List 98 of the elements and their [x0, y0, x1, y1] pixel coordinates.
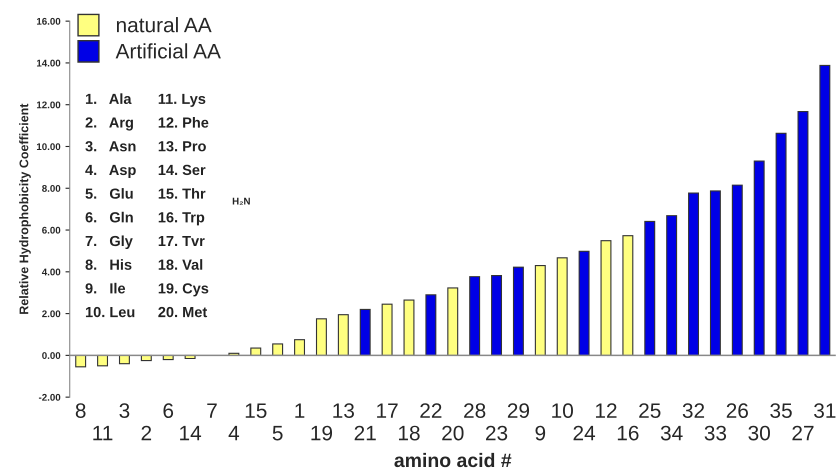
bar	[97, 354, 108, 366]
x-tick-label: 14	[180, 426, 202, 440]
bar	[360, 308, 371, 356]
bar	[666, 215, 678, 356]
y-tick-label: 6.00	[42, 226, 60, 234]
x-tick-label: 7	[207, 403, 217, 418]
x-tick-label: 21	[354, 426, 376, 440]
annotation: 20. Met	[158, 306, 208, 318]
annotation: 10. Leu	[86, 306, 134, 318]
annotation: H₂N	[232, 198, 250, 205]
y-tick-label: 4.00	[42, 268, 60, 276]
x-tick-label: 30	[748, 426, 770, 440]
x-axis-title: amino acid #	[394, 452, 512, 468]
legend-label: Artificial AA	[116, 43, 221, 59]
x-tick-label: 13	[333, 403, 354, 418]
bar	[447, 287, 458, 356]
x-tick-label: 27	[792, 426, 814, 440]
x-tick-label: 31	[814, 403, 836, 418]
y-axis-title: Relative Hydrophobicity Coefficient	[19, 104, 31, 314]
bar	[644, 220, 656, 356]
y-tick-label: 16.00	[36, 18, 60, 25]
annotation: 13. Pro	[158, 141, 206, 152]
x-tick-label: 19	[311, 426, 332, 440]
annotation: 9. Ile	[86, 282, 126, 294]
bar	[600, 240, 612, 356]
bar	[578, 250, 590, 356]
bar	[382, 304, 393, 356]
annotation: 1. Ala	[86, 93, 132, 104]
bar	[622, 235, 634, 356]
annotation: 12. Phe	[158, 117, 208, 128]
bar	[425, 294, 436, 356]
bar	[556, 257, 568, 356]
x-tick-label: 33	[704, 426, 726, 440]
x-tick-label: 16	[618, 426, 639, 440]
annotation: 7. Gly	[86, 235, 133, 250]
annotation: 3. Asn	[85, 141, 136, 152]
x-tick-label: 12	[596, 403, 617, 418]
annotation: 6. Gln	[86, 212, 133, 222]
bar	[469, 276, 480, 356]
bar	[776, 132, 787, 356]
y-tick-label: 12.00	[36, 101, 60, 108]
bar	[294, 339, 306, 356]
annotation: 19. Cys	[158, 283, 208, 296]
bar	[75, 354, 86, 368]
x-tick-label: 11	[93, 426, 112, 440]
x-tick-label: 9	[535, 426, 546, 440]
x-tick-label: 8	[76, 403, 86, 418]
x-tick-label: 1	[295, 403, 304, 418]
y-tick-label: 8.00	[42, 184, 60, 192]
bar	[491, 275, 502, 356]
x-tick-label: 15	[246, 403, 266, 418]
x-tick-label: 4	[228, 426, 240, 440]
x-tick-label: 17	[377, 403, 398, 418]
bar	[118, 354, 130, 364]
annotation: 15. Thr	[158, 188, 206, 199]
x-tick-label: 22	[420, 403, 442, 418]
legend-label: natural AA	[116, 17, 212, 32]
y-tick-label: 14.00	[36, 60, 60, 67]
x-tick-label: 28	[464, 403, 486, 418]
x-tick-label: 34	[660, 426, 683, 440]
x-tick-label: 18	[398, 426, 420, 440]
x-tick-label: 2	[142, 426, 152, 440]
x-tick-label: 23	[486, 426, 508, 440]
annotation: 8. His	[86, 259, 132, 270]
x-tick-label: 24	[574, 426, 596, 440]
x-tick-label: 20	[442, 426, 464, 440]
x-tick-label: 29	[508, 403, 530, 418]
bar	[404, 299, 414, 356]
y-tick-label: 0.00	[42, 352, 60, 359]
annotation: 11. Lys	[158, 94, 206, 107]
bar	[710, 190, 721, 356]
bar	[819, 64, 830, 356]
x-tick-label: 35	[770, 403, 792, 418]
annotation: 5. Glu	[85, 188, 133, 199]
y-tick-label: 10.00	[36, 143, 60, 150]
x-tick-label: 32	[682, 403, 704, 418]
annotation: 14. Ser	[158, 164, 206, 176]
bar	[688, 192, 700, 356]
bar	[534, 264, 546, 356]
annotation: 16. Trp	[158, 212, 204, 226]
bar	[754, 160, 765, 356]
x-tick-label: 10	[552, 403, 573, 418]
annotation: 4. Asp	[85, 164, 136, 178]
y-tick-label: 2.00	[42, 310, 60, 318]
annotation: 2. Arg	[86, 117, 133, 131]
x-tick-label: 5	[272, 426, 283, 440]
x-tick-label: 26	[726, 403, 748, 418]
annotation: 18. Val	[158, 259, 202, 270]
bar	[797, 111, 808, 356]
y-tick-label: -2.00	[38, 394, 60, 401]
x-tick-label: 25	[639, 403, 660, 418]
annotation: 17. Tvr	[158, 236, 205, 246]
bar	[316, 318, 327, 356]
bar	[512, 266, 524, 356]
x-tick-label: 3	[119, 403, 130, 418]
bar	[338, 314, 349, 356]
bar	[732, 184, 743, 356]
x-tick-label: 6	[163, 403, 174, 418]
